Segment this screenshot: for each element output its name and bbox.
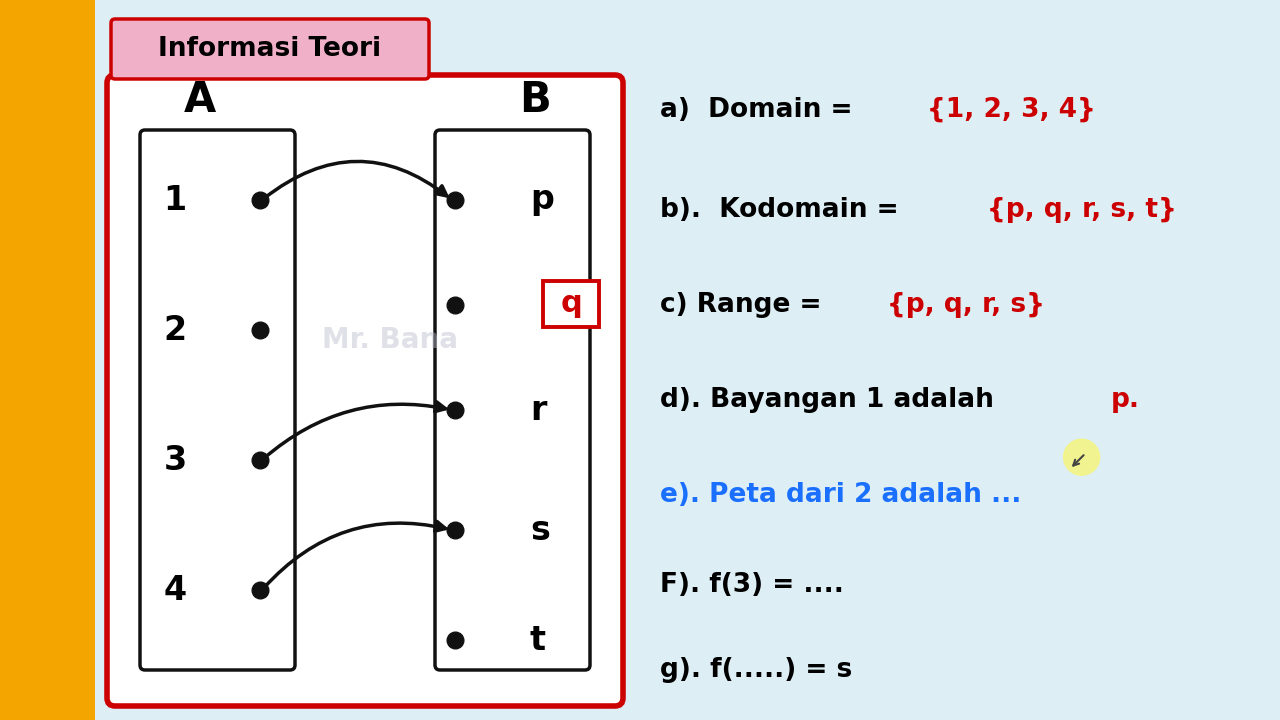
Text: B: B <box>520 79 550 121</box>
FancyArrowPatch shape <box>264 402 445 458</box>
FancyBboxPatch shape <box>140 130 294 670</box>
Text: 4: 4 <box>164 574 187 606</box>
FancyArrowPatch shape <box>264 161 447 198</box>
Text: g). f(.....) = s: g). f(.....) = s <box>660 657 852 683</box>
Text: Mr. Bana: Mr. Bana <box>323 326 458 354</box>
Text: F). f(3) = ....: F). f(3) = .... <box>660 572 844 598</box>
Circle shape <box>1064 439 1100 475</box>
Bar <box>0 0 95 720</box>
Text: {1, 2, 3, 4}: {1, 2, 3, 4} <box>927 97 1096 123</box>
Text: c) Range =: c) Range = <box>660 292 831 318</box>
Text: Informasi Teori: Informasi Teori <box>159 36 381 62</box>
Text: 3: 3 <box>164 444 187 477</box>
Text: d). Bayangan 1 adalah: d). Bayangan 1 adalah <box>660 387 1004 413</box>
Text: t: t <box>530 624 547 657</box>
FancyBboxPatch shape <box>111 19 429 79</box>
Text: 1: 1 <box>164 184 187 217</box>
FancyArrowPatch shape <box>264 521 445 588</box>
FancyBboxPatch shape <box>435 130 590 670</box>
Text: {p, q, r, s, t}: {p, q, r, s, t} <box>987 197 1176 223</box>
Text: 2: 2 <box>164 313 187 346</box>
Text: r: r <box>530 394 547 426</box>
Text: {p, q, r, s}: {p, q, r, s} <box>887 292 1044 318</box>
Text: p: p <box>530 184 554 217</box>
Text: A: A <box>184 79 216 121</box>
Text: s: s <box>530 513 550 546</box>
Text: a)  Domain =: a) Domain = <box>660 97 861 123</box>
Text: b).  Kodomain =: b). Kodomain = <box>660 197 908 223</box>
FancyBboxPatch shape <box>543 281 599 327</box>
Text: q: q <box>561 289 582 318</box>
Text: e). Peta dari 2 adalah ...: e). Peta dari 2 adalah ... <box>660 482 1021 508</box>
FancyBboxPatch shape <box>108 75 623 706</box>
Text: p.: p. <box>1111 387 1139 413</box>
